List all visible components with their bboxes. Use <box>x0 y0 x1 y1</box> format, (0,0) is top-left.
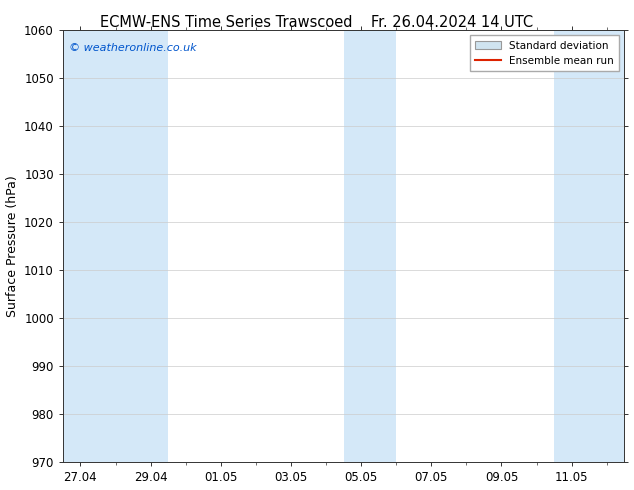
Bar <box>554 30 624 463</box>
Bar <box>344 30 396 463</box>
Legend: Standard deviation, Ensemble mean run: Standard deviation, Ensemble mean run <box>470 35 619 71</box>
Y-axis label: Surface Pressure (hPa): Surface Pressure (hPa) <box>6 175 18 317</box>
Text: © weatheronline.co.uk: © weatheronline.co.uk <box>68 43 196 53</box>
Bar <box>115 30 168 463</box>
Bar <box>63 30 115 463</box>
Text: ECMW-ENS Time Series Trawscoed    Fr. 26.04.2024 14 UTC: ECMW-ENS Time Series Trawscoed Fr. 26.04… <box>100 15 534 30</box>
